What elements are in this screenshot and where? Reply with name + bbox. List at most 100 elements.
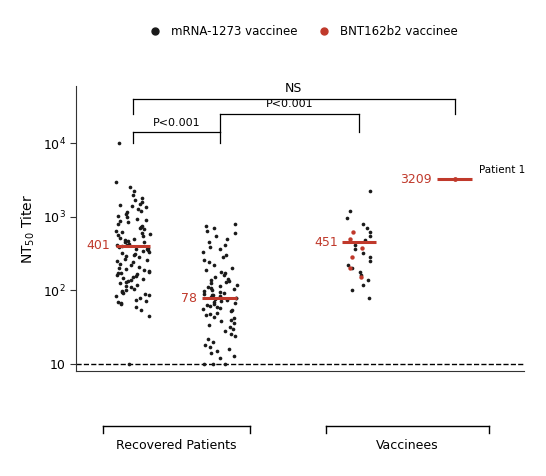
Point	[209, 313, 218, 320]
Point	[343, 215, 352, 222]
Point	[220, 272, 229, 279]
Point	[199, 256, 208, 264]
Point	[209, 261, 218, 269]
Point	[208, 338, 217, 346]
Text: Recovered Patients: Recovered Patients	[116, 439, 236, 452]
Point	[122, 287, 130, 294]
Y-axis label: NT$_{50}$ Titer: NT$_{50}$ Titer	[20, 193, 38, 264]
Text: Vaccinees: Vaccinees	[376, 439, 439, 452]
Text: 3209: 3209	[400, 173, 432, 186]
Point	[132, 303, 141, 311]
Point	[130, 250, 139, 258]
Point	[144, 312, 153, 320]
Point	[228, 307, 237, 314]
Point	[124, 240, 133, 248]
Point	[118, 274, 127, 282]
Point	[212, 232, 221, 240]
Point	[140, 290, 149, 298]
Point	[144, 247, 152, 254]
Text: 401: 401	[87, 239, 110, 252]
Point	[220, 327, 229, 335]
Point	[210, 224, 219, 232]
Point	[366, 258, 375, 265]
Point	[122, 253, 131, 260]
Text: NS: NS	[285, 82, 302, 95]
Point	[118, 228, 127, 236]
Point	[450, 176, 459, 183]
Point	[206, 310, 215, 318]
Point	[224, 277, 233, 285]
Point	[219, 254, 228, 261]
Point	[138, 248, 147, 255]
Point	[201, 341, 210, 349]
Point	[130, 235, 139, 243]
Point	[230, 220, 239, 228]
Point	[364, 276, 372, 284]
Point	[135, 263, 144, 270]
Point	[124, 277, 133, 285]
Point	[216, 297, 225, 305]
Point	[201, 266, 210, 274]
Point	[143, 256, 152, 264]
Point	[206, 284, 215, 292]
Point	[212, 303, 221, 311]
Point	[226, 316, 235, 324]
Point	[223, 275, 232, 282]
Point	[134, 254, 143, 261]
Point	[227, 265, 236, 272]
Legend: mRNA-1273 vaccinee, BNT162b2 vaccinee: mRNA-1273 vaccinee, BNT162b2 vaccinee	[138, 20, 462, 43]
Point	[348, 254, 357, 261]
Point	[113, 298, 122, 306]
Point	[366, 232, 375, 240]
Point	[212, 347, 221, 355]
Point	[357, 274, 365, 281]
Point	[132, 245, 141, 252]
Point	[205, 258, 213, 266]
Point	[209, 298, 218, 306]
Point	[117, 288, 126, 295]
Point	[124, 360, 133, 368]
Point	[139, 275, 147, 282]
Point	[120, 255, 129, 262]
Point	[356, 272, 365, 279]
Point	[363, 224, 371, 232]
Point	[220, 360, 229, 368]
Point	[202, 222, 211, 230]
Text: P<0.001: P<0.001	[265, 99, 313, 109]
Point	[127, 261, 135, 269]
Point	[139, 266, 148, 274]
Point	[126, 284, 135, 291]
Point	[230, 286, 239, 293]
Point	[113, 272, 122, 279]
Point	[138, 198, 146, 206]
Point	[207, 349, 216, 357]
Point	[203, 283, 212, 291]
Point	[139, 233, 148, 240]
Point	[117, 269, 126, 277]
Point	[132, 270, 141, 278]
Point	[221, 241, 229, 248]
Point	[140, 225, 149, 233]
Point	[211, 274, 219, 281]
Point	[208, 287, 217, 294]
Point	[112, 178, 121, 185]
Point	[207, 293, 216, 301]
Point	[145, 267, 153, 275]
Point	[230, 352, 239, 359]
Point	[117, 288, 126, 296]
Point	[126, 184, 135, 191]
Point	[202, 311, 211, 319]
Point	[219, 289, 228, 297]
Point	[216, 292, 224, 300]
Point	[130, 196, 139, 204]
Point	[366, 254, 375, 261]
Point	[346, 235, 355, 243]
Point	[111, 227, 120, 234]
Point	[136, 306, 145, 313]
Point	[203, 227, 212, 234]
Point	[112, 258, 121, 265]
Point	[128, 202, 136, 210]
Point	[133, 281, 141, 288]
Point	[114, 269, 122, 277]
Point	[358, 249, 367, 257]
